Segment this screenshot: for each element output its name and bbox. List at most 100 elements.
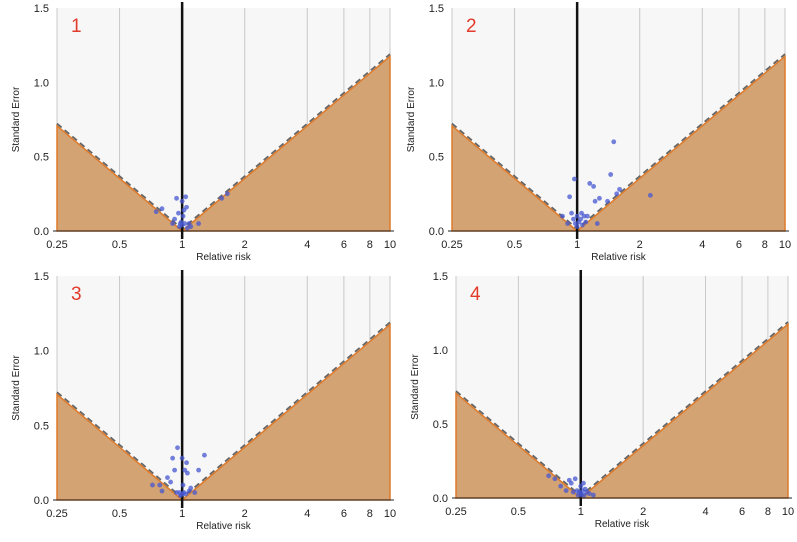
x-tick-label: 10 (384, 239, 396, 251)
x-axis-label: Relative risk (196, 252, 251, 263)
panel-number: 2 (466, 16, 477, 37)
study-point (188, 485, 194, 491)
study-point (568, 480, 574, 486)
study-point (583, 219, 589, 225)
study-point (172, 216, 178, 222)
study-point (184, 204, 189, 210)
x-tick-label: 6 (739, 506, 745, 518)
study-point (558, 483, 564, 489)
study-point (202, 452, 207, 458)
funnel-plot-panel-4: 0.25 0.5 1 2 4 6 8 10 0.0 0.5 1.0 1.5 Relative risk S… (410, 270, 794, 530)
study-point (565, 221, 571, 226)
x-tick-label: 6 (341, 508, 347, 520)
x-tick-label: 2 (242, 239, 248, 251)
study-point (153, 209, 159, 215)
x-tick-label: 0.25 (46, 239, 67, 251)
y-tick-label: 1.0 (433, 345, 448, 357)
study-point (617, 186, 622, 192)
x-tick-label: 0.25 (445, 506, 466, 518)
study-point (581, 480, 586, 486)
panel-number: 3 (71, 284, 82, 305)
study-point (175, 445, 180, 451)
x-axis-label: Relative risk (591, 252, 646, 263)
study-point (567, 194, 573, 200)
study-point (581, 213, 587, 219)
y-tick-label: 0.0 (34, 495, 49, 507)
y-axis-label: Standard Error (410, 354, 421, 420)
study-point (150, 482, 155, 488)
y-tick-label: 1.5 (429, 3, 444, 15)
funnel-plot-panel-3: 0.25 0.5 1 2 4 6 8 10 0.0 0.5 1.0 1.5 Relative risk S… (11, 270, 396, 532)
study-point (608, 172, 614, 177)
y-tick-label: 1.5 (34, 3, 49, 15)
study-point (196, 221, 202, 226)
study-point (196, 467, 202, 473)
study-point (571, 176, 577, 182)
x-tick-label: 0.5 (511, 506, 526, 518)
study-point (614, 191, 620, 197)
y-axis-label: Standard Error (11, 86, 22, 152)
x-tick-label: 2 (242, 508, 248, 520)
study-point (574, 224, 580, 229)
x-tick-label: 10 (782, 506, 794, 518)
study-point (185, 470, 190, 476)
y-tick-label: 1.5 (34, 271, 49, 283)
study-point (611, 139, 617, 145)
study-point (224, 191, 230, 197)
x-tick-label: 10 (384, 508, 396, 520)
study-point (183, 491, 189, 497)
study-point (563, 488, 569, 493)
x-tick-label: 0.25 (46, 508, 67, 520)
x-tick-label: 0.25 (441, 239, 462, 251)
y-tick-label: 0.5 (429, 152, 444, 164)
study-point (165, 475, 170, 480)
y-tick-label: 1.0 (34, 77, 49, 89)
x-axis-label: Relative risk (595, 519, 650, 530)
study-point (569, 210, 574, 216)
x-tick-label: 1 (179, 239, 185, 251)
x-tick-label: 4 (304, 239, 310, 251)
study-point (179, 455, 185, 461)
x-tick-label: 0.5 (112, 239, 127, 251)
x-tick-label: 4 (702, 506, 708, 518)
study-point (184, 460, 189, 466)
study-point (179, 198, 185, 204)
study-point (168, 479, 174, 485)
study-point (219, 195, 225, 201)
study-point (552, 476, 558, 482)
study-point (192, 490, 198, 495)
study-point (584, 213, 590, 219)
study-point (170, 221, 176, 226)
x-tick-label: 2 (640, 506, 646, 518)
study-point (188, 224, 194, 229)
x-tick-label: 0.5 (507, 239, 522, 251)
y-tick-label: 0.5 (433, 419, 448, 431)
study-point (578, 216, 584, 222)
study-point (574, 213, 580, 219)
x-tick-label: 8 (367, 508, 373, 520)
study-point (586, 491, 592, 496)
x-tick-label: 1 (578, 506, 584, 518)
y-axis-label: Standard Error (11, 355, 22, 421)
x-tick-label: 8 (762, 239, 768, 251)
x-tick-label: 1 (574, 239, 580, 251)
study-point (591, 184, 597, 189)
x-tick-label: 1 (179, 508, 185, 520)
study-point (605, 198, 610, 204)
study-point (159, 488, 165, 494)
study-point (170, 455, 176, 461)
study-point (587, 181, 593, 186)
y-tick-label: 0.0 (429, 226, 444, 238)
study-point (546, 473, 552, 479)
funnel-plot-panel-2: 0.25 0.5 1 2 4 6 8 10 0.0 0.5 1.0 1.5 Relative risk S… (406, 2, 791, 263)
study-point (594, 221, 600, 226)
study-point (592, 198, 598, 204)
x-tick-label: 6 (341, 239, 347, 251)
x-tick-label: 10 (779, 239, 791, 251)
y-tick-label: 1.5 (433, 271, 448, 283)
study-point (176, 210, 181, 216)
x-tick-label: 8 (765, 506, 771, 518)
funnel-plot-panel-1: 0.25 0.5 1 2 4 6 8 10 0.0 0.5 1.0 1.5 Relative risk S… (11, 2, 396, 263)
study-point (180, 482, 186, 488)
